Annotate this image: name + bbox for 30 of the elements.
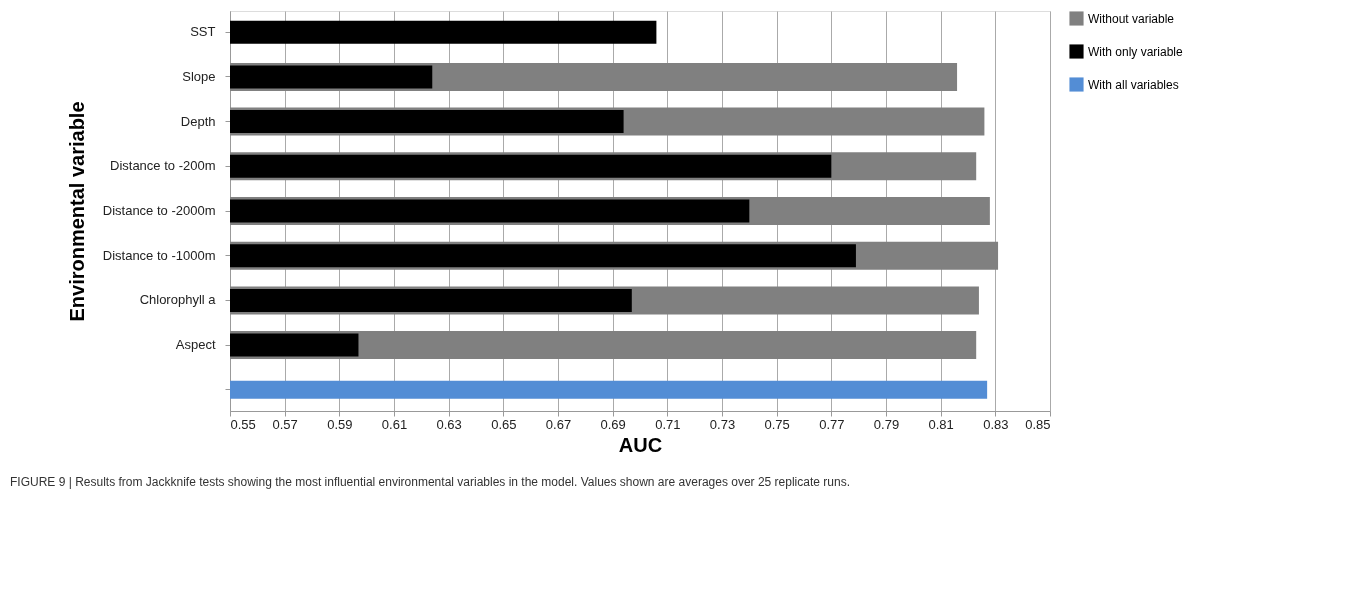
legend-label: Without variable <box>1088 11 1175 26</box>
x-tick-label: 0.83 <box>983 416 1009 432</box>
y-tick-label: Slope <box>182 68 216 84</box>
x-tick-label: 0.59 <box>327 416 353 432</box>
y-tick-label: Depth <box>180 113 216 129</box>
x-tick-label: 0.77 <box>819 416 845 432</box>
legend-label: With all variables <box>1088 77 1179 92</box>
y-axis-title: Environmental variable <box>65 101 88 322</box>
x-tick-label: 0.61 <box>381 416 408 432</box>
x-tick-label: 0.85 <box>1025 416 1051 432</box>
x-tick-label: 0.79 <box>873 416 900 432</box>
x-tick-label: 0.57 <box>272 416 298 432</box>
y-tick-label: Aspect <box>175 337 216 353</box>
x-tick-label: 0.71 <box>655 416 681 432</box>
y-tick-label: Distance to -200m <box>110 158 216 174</box>
y-tick-label: SST <box>190 24 216 40</box>
x-tick-label: 0.69 <box>600 416 626 432</box>
x-tick-label: 0.81 <box>928 416 954 432</box>
x-axis-title: AUC <box>618 433 663 456</box>
y-tick-label: Distance to -2000m <box>102 203 216 218</box>
x-tick-label: 0.73 <box>709 416 736 432</box>
x-tick-label: 0.63 <box>436 416 462 432</box>
x-tick-label: 0.67 <box>545 416 572 432</box>
y-tick-label: Chlorophyll a <box>139 292 217 308</box>
x-tick-label: 0.75 <box>764 416 790 432</box>
x-tick-label: 0.65 <box>491 416 517 432</box>
caption: FIGURE 9 | Results from Jackknife tests showing the most influential environmental variables in the model. Values shown are averages over 25 replicate runs. <box>10 475 850 489</box>
y-tick-label: Distance to -1000m <box>102 247 216 263</box>
legend-label: With only variable <box>1088 44 1184 59</box>
x-tick-label: 0.55 <box>230 416 256 432</box>
